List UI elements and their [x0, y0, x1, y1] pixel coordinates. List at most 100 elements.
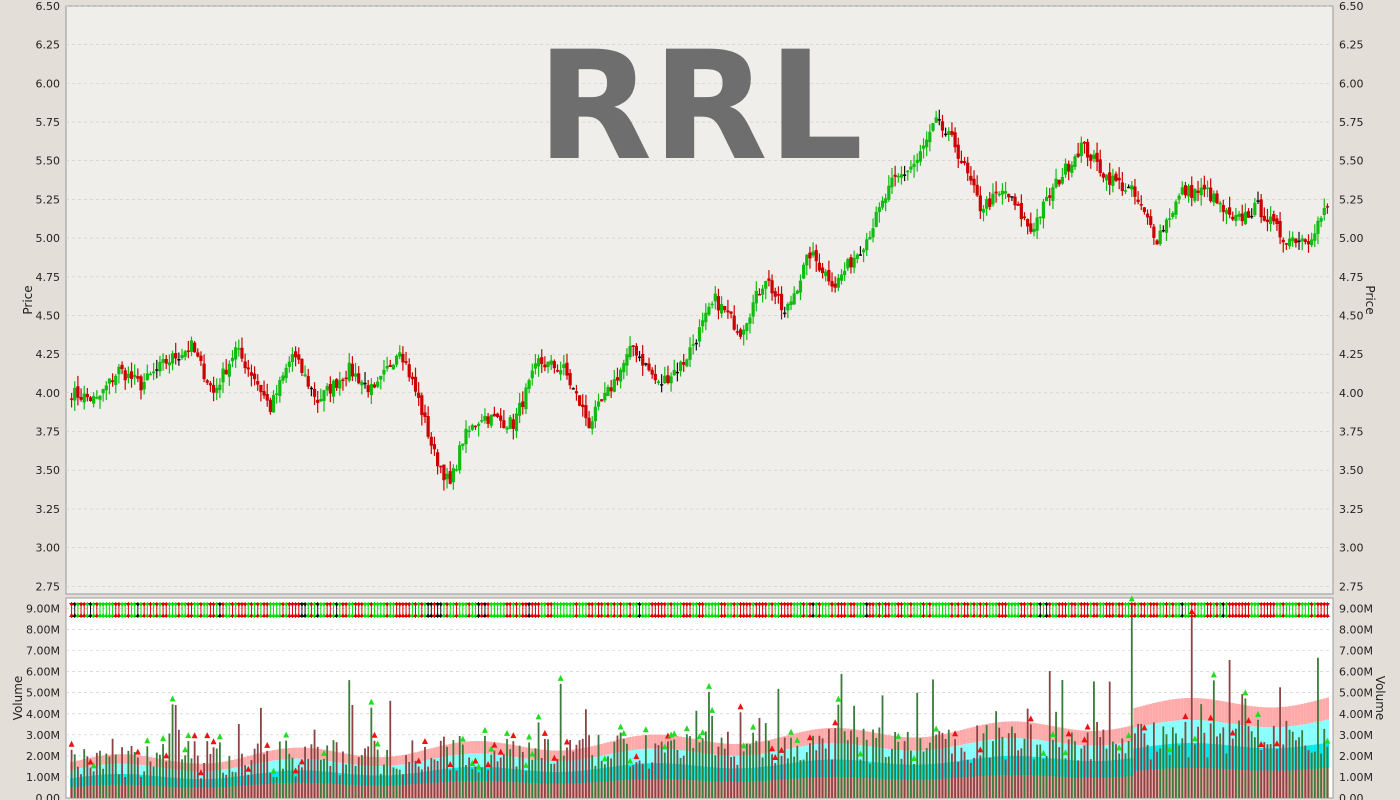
price-bar-body — [1013, 196, 1017, 206]
volume-bar — [979, 755, 982, 798]
volume-marker — [1207, 714, 1214, 721]
price-tick-left: 4.00 — [36, 387, 61, 400]
signal-arrow-bottom — [763, 613, 769, 617]
volume-bar — [862, 728, 865, 798]
volume-band-mid — [1259, 727, 1263, 748]
signal-arrow-top — [201, 603, 207, 607]
volume-bar — [1105, 748, 1108, 798]
signal-arrow-top — [671, 603, 677, 607]
volume-bar — [682, 755, 685, 798]
signal-arrow-top — [558, 603, 564, 607]
volume-band-upper — [379, 757, 383, 767]
signal-arrow-bottom — [861, 613, 867, 617]
price-bar-body — [1152, 226, 1156, 238]
signal-arrow-bottom — [1293, 613, 1299, 617]
volume-band-upper — [1262, 707, 1266, 728]
price-bar-body — [120, 364, 124, 370]
signal-arrow-bottom — [88, 613, 94, 617]
signal-arrow-top — [1075, 603, 1081, 607]
price-bar-body — [1237, 213, 1241, 217]
signal-arrow-top — [867, 603, 873, 607]
volume-bar — [329, 766, 332, 798]
volume-bar — [1247, 726, 1250, 798]
volume-marker — [1065, 730, 1072, 737]
volume-marker — [1191, 735, 1198, 742]
signal-arrow-bottom — [741, 613, 747, 617]
signal-arrow-bottom — [245, 613, 251, 617]
signal-arrow-bottom — [400, 613, 406, 617]
signal-arrow-top — [1268, 603, 1274, 607]
volume-bar — [455, 770, 458, 798]
price-bar-body — [1161, 229, 1165, 232]
volume-bar — [865, 739, 868, 798]
volume-bar — [670, 740, 673, 798]
volume-bar — [995, 711, 998, 798]
price-bar-body — [454, 469, 459, 471]
price-bar-body — [896, 175, 900, 178]
signal-arrow-bottom — [570, 613, 576, 617]
volume-tick-left: 1.00M — [26, 771, 60, 784]
volume-bar — [1193, 744, 1196, 798]
volume-bar — [1102, 729, 1105, 798]
volume-band-upper — [884, 734, 888, 749]
volume-bar — [676, 749, 679, 798]
price-bar-body — [158, 361, 162, 372]
volume-bar — [1070, 732, 1073, 798]
signal-arrow-bottom — [728, 613, 734, 617]
signal-arrow-top — [630, 603, 636, 607]
signal-arrow-top — [283, 603, 289, 607]
signal-arrow-top — [655, 603, 661, 607]
price-bar-body — [959, 161, 963, 163]
price-bar-body — [1051, 187, 1055, 201]
volume-band-upper — [1171, 699, 1175, 722]
price-bar-body — [1019, 202, 1023, 220]
signal-arrow-top — [1242, 603, 1248, 607]
volume-band-upper — [846, 728, 850, 744]
volume-bar — [1257, 719, 1259, 798]
signal-arrow-bottom — [103, 613, 109, 617]
signal-arrow-bottom — [1239, 613, 1245, 617]
signal-arrow-top — [539, 603, 545, 607]
signal-arrow-bottom — [1227, 613, 1233, 617]
price-bar-body — [294, 351, 298, 358]
signal-arrow-bottom — [990, 613, 996, 617]
volume-band-mid — [454, 754, 459, 768]
signal-arrow-bottom — [315, 613, 321, 617]
signal-arrow-bottom — [78, 613, 84, 617]
volume-bar — [891, 748, 893, 798]
volume-bar — [663, 752, 666, 798]
price-bar-body — [461, 443, 465, 446]
signal-arrow-bottom — [946, 613, 952, 617]
volume-bar — [1219, 733, 1222, 798]
price-bar-body — [997, 193, 1001, 196]
signal-arrow-bottom — [722, 613, 728, 617]
volume-bar — [285, 740, 288, 798]
price-tick-left: 3.75 — [36, 426, 61, 439]
volume-marker — [794, 736, 801, 743]
signal-arrow-bottom — [106, 613, 112, 617]
volume-bar — [897, 741, 900, 798]
volume-band-upper — [1133, 707, 1137, 728]
signal-arrow-top — [1176, 603, 1182, 607]
price-bar-body — [1048, 195, 1052, 198]
price-bar-body — [360, 381, 364, 386]
volume-band-mid — [294, 758, 298, 771]
volume-bar — [398, 769, 401, 798]
volume-marker — [617, 723, 624, 730]
volume-bar — [1074, 741, 1076, 798]
signal-arrow-bottom — [1107, 613, 1113, 617]
signal-arrow-top — [188, 603, 194, 607]
price-bar-body — [338, 380, 342, 389]
price-bar-body — [1120, 182, 1124, 192]
price-bar-body — [549, 360, 553, 365]
signal-arrow-bottom — [457, 613, 463, 617]
signal-arrow-bottom — [1034, 613, 1040, 617]
signal-arrow-top — [807, 603, 813, 607]
volume-marker — [522, 761, 529, 768]
price-bar-body — [906, 170, 910, 173]
price-bar-body — [224, 369, 228, 375]
signal-arrow-bottom — [999, 613, 1005, 617]
signal-arrow-bottom — [413, 613, 419, 617]
volume-bar — [900, 758, 903, 798]
volume-band-upper — [899, 736, 904, 751]
